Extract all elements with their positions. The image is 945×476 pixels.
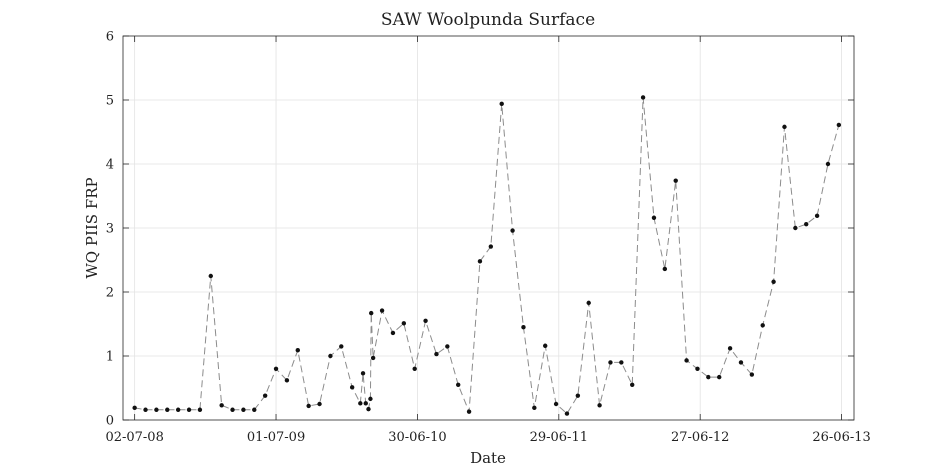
data-point — [230, 407, 235, 412]
data-point — [401, 321, 407, 326]
data-point — [284, 378, 290, 383]
data-point — [208, 273, 213, 279]
data-point — [673, 178, 678, 183]
data-point — [488, 244, 494, 249]
data-point — [771, 279, 776, 284]
data-point — [360, 371, 366, 376]
data-point — [241, 407, 246, 412]
data-point — [358, 401, 363, 406]
data-point — [695, 366, 700, 371]
y-tick-label: 0 — [106, 414, 114, 429]
data-point — [640, 95, 646, 100]
data-point — [306, 403, 311, 409]
data-point — [390, 330, 396, 336]
data-point — [630, 382, 635, 387]
data-point — [477, 259, 483, 264]
data-point — [727, 346, 733, 351]
x-tick-label: 01-07-09 — [247, 430, 305, 445]
data-point — [295, 348, 300, 353]
data-point — [717, 374, 722, 380]
data-point — [466, 409, 472, 414]
data-point — [154, 407, 159, 412]
x-tick-label: 29-06-11 — [530, 430, 588, 445]
data-point — [760, 323, 765, 328]
data-point — [368, 396, 373, 402]
data-point — [836, 122, 842, 128]
x-tick-label: 27-06-12 — [671, 430, 729, 445]
data-point — [175, 407, 181, 412]
data-point — [825, 161, 831, 167]
y-tick-label: 3 — [106, 222, 114, 237]
chart-title: SAW Woolpunda Surface — [381, 10, 595, 30]
data-point — [143, 407, 148, 412]
data-point — [370, 355, 376, 361]
data-point — [369, 310, 374, 316]
data-point — [553, 401, 559, 407]
grid-lines — [123, 36, 854, 420]
data-point — [219, 403, 224, 408]
data-point — [363, 401, 368, 406]
data-point — [510, 228, 515, 233]
data-point — [197, 407, 203, 412]
data-point — [317, 401, 322, 407]
data-point — [749, 372, 755, 377]
data-point — [804, 221, 809, 227]
data-point — [597, 403, 602, 408]
data-point — [456, 382, 461, 387]
x-tick-label: 26-06-13 — [812, 430, 870, 445]
data-point — [564, 411, 570, 416]
data-point — [662, 266, 668, 272]
data-point — [738, 360, 744, 365]
y-tick-label: 5 — [106, 94, 114, 109]
y-axis-title: WQ PIIS FRP — [83, 177, 101, 278]
series-layer — [132, 95, 842, 416]
x-axis-title: Date — [470, 449, 506, 467]
data-point — [543, 343, 548, 348]
data-point — [521, 325, 526, 330]
y-tick-label: 4 — [106, 158, 114, 173]
y-tick-label: 6 — [106, 30, 114, 45]
data-point — [782, 124, 787, 130]
data-point — [186, 407, 192, 412]
data-point — [349, 385, 355, 390]
data-point — [586, 300, 591, 306]
y-tick-label: 2 — [106, 286, 114, 301]
data-point — [412, 366, 417, 371]
data-point — [499, 101, 504, 107]
data-point — [379, 308, 385, 313]
data-point — [793, 225, 798, 231]
data-point — [575, 393, 581, 398]
data-point — [273, 366, 279, 371]
data-point — [328, 353, 333, 359]
data-point — [684, 358, 689, 363]
x-tick-label: 02-07-08 — [105, 430, 163, 445]
data-point — [434, 351, 439, 357]
data-point — [814, 213, 820, 219]
data-point — [252, 407, 257, 412]
data-point — [132, 405, 137, 411]
x-tick-label: 30-06-10 — [388, 430, 446, 445]
axis-ticks: 0 1 2 3 4 5 6 02-07-08 01-07-09 30-06-10 29-06-11 2… — [105, 30, 870, 446]
data-point — [532, 405, 537, 411]
data-point — [165, 407, 170, 412]
data-point — [651, 215, 657, 220]
data-point — [608, 360, 613, 365]
data-point — [423, 318, 428, 323]
data-point — [445, 344, 450, 349]
data-point — [619, 360, 624, 365]
data-point — [706, 374, 711, 380]
y-tick-label: 1 — [106, 350, 114, 365]
data-point — [262, 393, 268, 398]
data-point — [339, 344, 344, 349]
data-point — [366, 406, 371, 412]
